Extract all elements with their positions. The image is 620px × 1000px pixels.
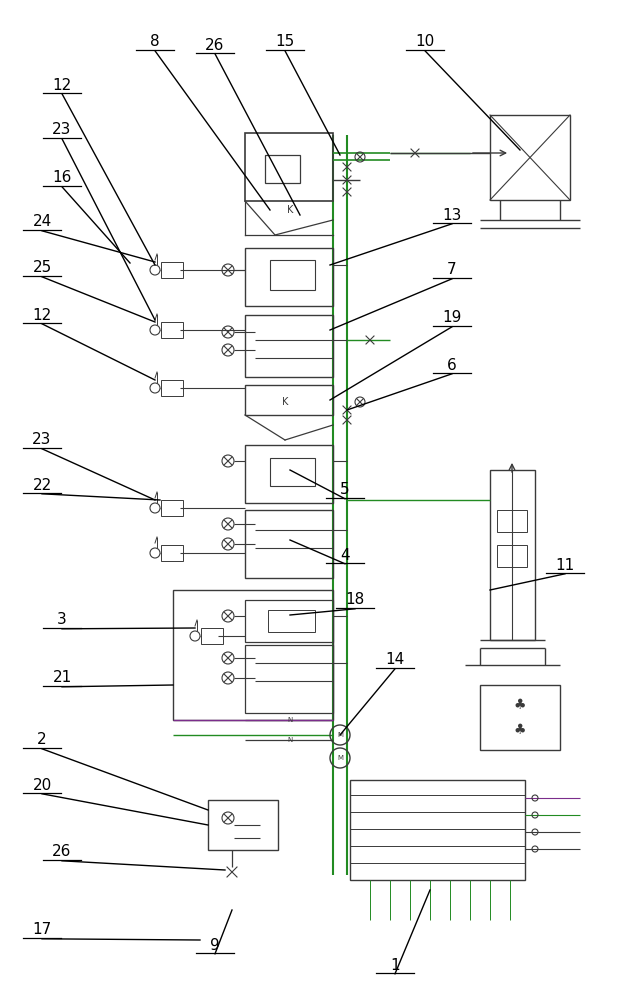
Text: N: N xyxy=(288,737,293,743)
Text: 23: 23 xyxy=(32,432,51,448)
Text: 19: 19 xyxy=(442,310,462,326)
Bar xyxy=(245,133,333,201)
Text: ♣: ♣ xyxy=(514,698,526,712)
Text: 7: 7 xyxy=(447,262,457,277)
Text: 17: 17 xyxy=(32,922,51,938)
Text: 11: 11 xyxy=(556,558,575,572)
Bar xyxy=(265,155,300,183)
Bar xyxy=(270,260,315,290)
Text: K: K xyxy=(282,397,288,407)
Bar xyxy=(161,545,183,561)
Text: 8: 8 xyxy=(150,34,160,49)
Text: 15: 15 xyxy=(275,34,294,49)
Bar xyxy=(201,628,223,644)
Bar xyxy=(497,545,527,567)
Bar xyxy=(490,115,570,200)
Bar xyxy=(161,500,183,516)
Text: 26: 26 xyxy=(52,844,72,859)
Bar xyxy=(161,322,183,338)
Text: 13: 13 xyxy=(442,208,462,223)
Bar xyxy=(245,315,333,377)
Text: ♣: ♣ xyxy=(514,723,526,737)
Bar xyxy=(245,600,333,642)
Bar xyxy=(245,445,333,503)
Text: 21: 21 xyxy=(52,670,72,686)
Text: 14: 14 xyxy=(386,652,405,668)
Text: 10: 10 xyxy=(415,34,435,49)
Text: 5: 5 xyxy=(340,483,350,497)
Text: 23: 23 xyxy=(52,122,72,137)
Text: 3: 3 xyxy=(57,612,67,628)
Bar xyxy=(497,510,527,532)
Bar xyxy=(245,248,333,306)
Text: 4: 4 xyxy=(340,548,350,562)
Bar xyxy=(245,385,333,415)
Text: 12: 12 xyxy=(52,78,72,93)
Text: 2: 2 xyxy=(37,732,47,748)
Bar xyxy=(480,685,560,750)
Text: 24: 24 xyxy=(32,215,51,230)
Bar xyxy=(208,800,278,850)
Bar xyxy=(490,470,535,640)
Text: K: K xyxy=(287,205,293,215)
Bar xyxy=(245,645,333,713)
Text: 16: 16 xyxy=(52,170,72,186)
Bar xyxy=(270,458,315,486)
Text: M: M xyxy=(337,755,343,761)
Bar xyxy=(245,510,333,578)
Text: 25: 25 xyxy=(32,260,51,275)
Text: 20: 20 xyxy=(32,778,51,792)
Text: 12: 12 xyxy=(32,308,51,322)
Text: 1: 1 xyxy=(390,958,400,972)
Text: 9: 9 xyxy=(210,938,220,952)
Bar xyxy=(173,590,333,720)
Text: 22: 22 xyxy=(32,478,51,492)
Text: 6: 6 xyxy=(447,358,457,372)
Text: 18: 18 xyxy=(345,592,365,607)
Bar xyxy=(161,262,183,278)
Bar xyxy=(161,380,183,396)
Text: M: M xyxy=(337,732,343,738)
Bar xyxy=(350,780,525,880)
Text: 26: 26 xyxy=(205,37,224,52)
Bar xyxy=(268,610,315,632)
Text: N: N xyxy=(288,717,293,723)
